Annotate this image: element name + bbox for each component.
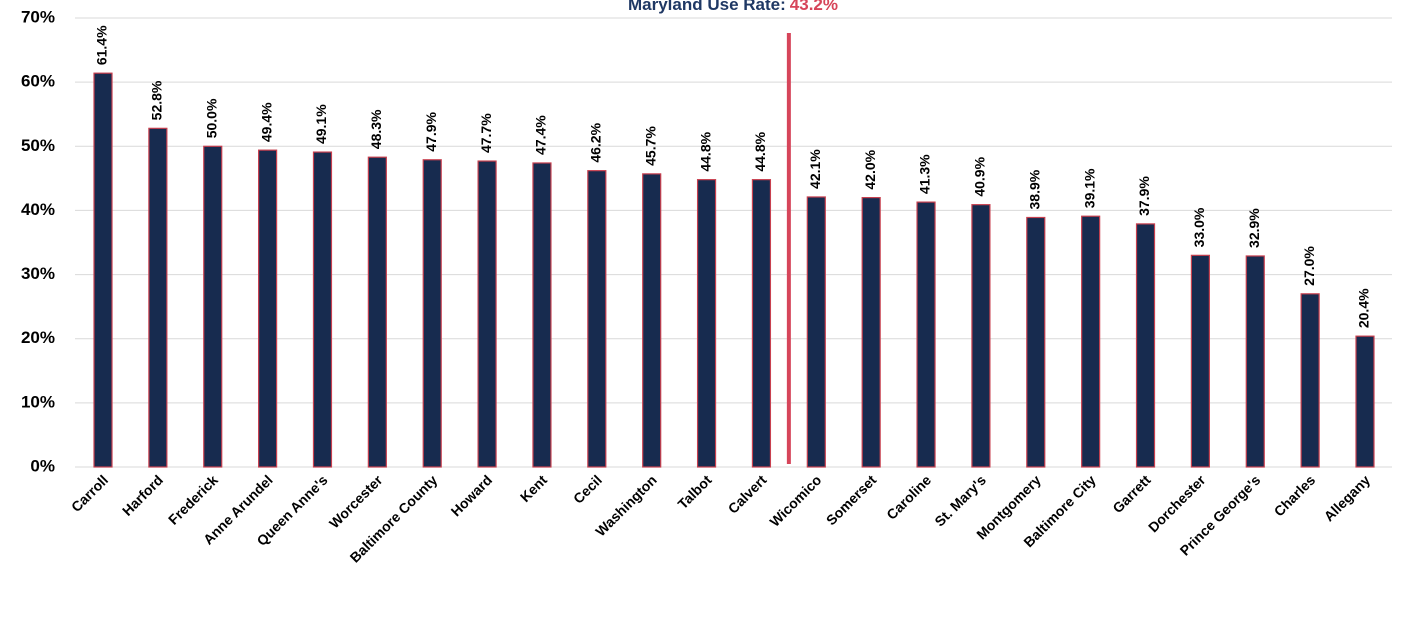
data-label: 41.3% bbox=[917, 154, 933, 194]
data-label: 33.0% bbox=[1191, 207, 1207, 247]
x-tick-label: Cecil bbox=[570, 472, 605, 507]
bar bbox=[1245, 255, 1265, 468]
annotation-text: Maryland Use Rate: bbox=[628, 0, 786, 14]
data-label: 50.0% bbox=[203, 98, 219, 138]
annotation-value: 43.2% bbox=[790, 0, 838, 14]
x-tick-label: Charles bbox=[1271, 472, 1319, 520]
x-tick-label: Wicomico bbox=[766, 472, 824, 530]
bar bbox=[1135, 223, 1156, 468]
data-label: 37.9% bbox=[1136, 176, 1152, 216]
bar bbox=[971, 204, 991, 468]
data-label: 44.8% bbox=[697, 131, 713, 171]
data-label: 44.8% bbox=[752, 131, 768, 171]
y-tick-label: 20% bbox=[21, 328, 55, 347]
data-label: 48.3% bbox=[368, 109, 384, 149]
data-label: 45.7% bbox=[642, 126, 658, 166]
data-label: 20.4% bbox=[1356, 288, 1372, 328]
bar bbox=[642, 173, 662, 468]
data-label: 42.1% bbox=[807, 149, 823, 189]
bar bbox=[1081, 215, 1101, 468]
bar bbox=[1026, 216, 1046, 468]
bar bbox=[861, 197, 881, 468]
data-label: 39.1% bbox=[1081, 168, 1097, 208]
data-label: 61.4% bbox=[94, 25, 110, 65]
data-label: 32.9% bbox=[1246, 208, 1262, 248]
bar bbox=[203, 145, 223, 468]
y-tick-label: 60% bbox=[21, 72, 55, 91]
bar bbox=[148, 127, 168, 468]
bar bbox=[258, 149, 278, 468]
y-tick-label: 0% bbox=[30, 456, 55, 475]
x-tick-label: Howard bbox=[448, 472, 496, 520]
bar bbox=[751, 179, 772, 468]
y-tick-label: 50% bbox=[21, 136, 55, 155]
bar bbox=[422, 159, 442, 468]
bar bbox=[1300, 293, 1320, 468]
bar bbox=[532, 162, 552, 468]
x-tick-label: St. Mary's bbox=[931, 472, 989, 530]
bar bbox=[1190, 254, 1210, 468]
y-tick-label: 70% bbox=[21, 7, 55, 26]
bar bbox=[1355, 335, 1375, 468]
data-label: 47.4% bbox=[533, 115, 549, 155]
bar bbox=[587, 170, 607, 468]
data-label: 52.8% bbox=[149, 80, 165, 120]
x-tick-label: Allegany bbox=[1321, 472, 1374, 525]
bar bbox=[367, 156, 387, 468]
bar bbox=[916, 201, 936, 468]
bar bbox=[806, 196, 826, 468]
x-tick-label: Calvert bbox=[725, 472, 770, 517]
bar bbox=[312, 151, 333, 468]
bar bbox=[477, 160, 497, 468]
x-tick-label: Garrett bbox=[1109, 472, 1154, 517]
x-tick-label: Carroll bbox=[68, 472, 111, 515]
x-tick-label: Somerset bbox=[823, 472, 880, 529]
data-label: 42.0% bbox=[862, 149, 878, 189]
bar bbox=[696, 179, 717, 468]
y-tick-label: 10% bbox=[21, 392, 55, 411]
y-tick-label: 40% bbox=[21, 200, 55, 219]
x-tick-label: Talbot bbox=[674, 472, 715, 513]
data-label: 38.9% bbox=[1026, 169, 1042, 209]
x-tick-label: Kent bbox=[517, 472, 551, 506]
data-label: 40.9% bbox=[972, 156, 988, 196]
x-tick-label: Harford bbox=[119, 472, 166, 519]
x-tick-label: Frederick bbox=[165, 472, 221, 528]
data-label: 49.4% bbox=[258, 102, 274, 142]
data-label: 47.9% bbox=[423, 112, 439, 152]
annotation: Maryland Use Rate: 43.2% bbox=[628, 0, 838, 14]
bar bbox=[93, 72, 113, 468]
x-tick-label: Worcester bbox=[326, 471, 386, 531]
data-label: 27.0% bbox=[1301, 246, 1317, 286]
x-tick-label: Caroline bbox=[883, 472, 934, 523]
data-label: 49.1% bbox=[313, 104, 329, 144]
data-label: 46.2% bbox=[588, 122, 604, 162]
y-tick-label: 30% bbox=[21, 264, 55, 283]
data-label: 47.7% bbox=[478, 113, 494, 153]
